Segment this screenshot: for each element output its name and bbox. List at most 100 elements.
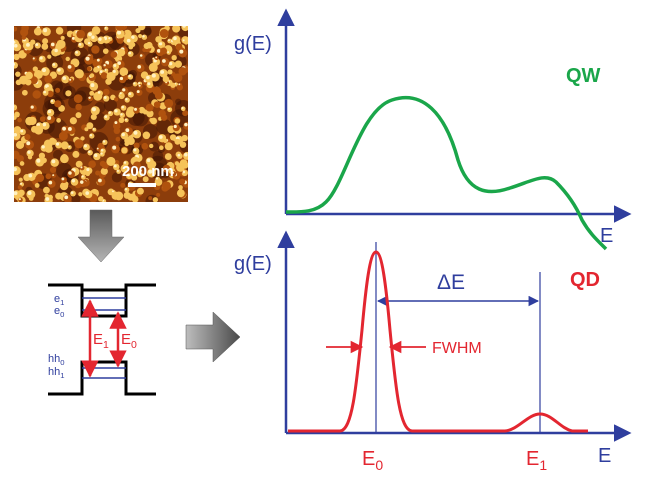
afm-dot-highlight	[111, 190, 114, 193]
afm-dot	[93, 66, 100, 73]
afm-dot	[65, 90, 72, 97]
afm-dot	[75, 112, 82, 119]
afm-dot-highlight	[123, 161, 127, 164]
afm-dot-highlight	[30, 105, 34, 109]
afm-dot	[114, 97, 119, 102]
afm-dot	[120, 182, 126, 188]
afm-dot-highlight	[133, 82, 136, 85]
afm-dot-highlight	[177, 153, 181, 157]
afm-dot	[178, 185, 183, 190]
afm-dot	[123, 29, 132, 39]
afm-dot-highlight	[92, 128, 95, 130]
afm-dot	[16, 155, 24, 163]
afm-dot-highlight	[179, 49, 184, 54]
afm-dot	[85, 171, 91, 177]
afm-dot-highlight	[131, 35, 135, 40]
afm-dot	[32, 66, 38, 72]
afm-dot	[88, 160, 96, 169]
afm-dot	[86, 66, 92, 72]
afm-dot-highlight	[70, 191, 74, 194]
afm-dot	[148, 196, 153, 201]
afm-dot	[153, 101, 161, 108]
delta-e-label: ΔE	[437, 271, 465, 294]
afm-dot-highlight	[160, 70, 165, 74]
afm-dot	[102, 88, 110, 96]
afm-dot	[91, 45, 100, 54]
afm-shadow	[103, 98, 117, 112]
afm-dot-highlight	[43, 28, 48, 33]
afm-dot	[47, 54, 52, 59]
afm-dot-highlight	[126, 173, 130, 177]
afm-dot-highlight	[173, 36, 177, 41]
afm-dot	[120, 164, 129, 173]
afm-dot	[138, 33, 143, 39]
afm-dot	[142, 176, 149, 183]
afm-dot-highlight	[168, 61, 173, 66]
afm-dot	[40, 157, 46, 164]
afm-dot-highlight	[54, 48, 58, 53]
afm-dot-highlight	[178, 83, 181, 86]
afm-dot	[160, 114, 168, 121]
afm-dot	[173, 73, 183, 83]
afm-dot	[160, 47, 168, 55]
scale-bar-label: 200 nm	[122, 163, 174, 180]
afm-dot	[159, 145, 164, 151]
afm-dot	[28, 116, 37, 126]
afm-dot-highlight	[14, 43, 18, 48]
afm-shadow	[132, 110, 149, 127]
afm-dot-highlight	[14, 105, 15, 108]
afm-dot	[152, 197, 159, 202]
afm-dot	[33, 69, 43, 79]
afm-dot	[55, 192, 63, 200]
afm-dot	[80, 136, 85, 141]
afm-dot-highlight	[67, 65, 72, 69]
afm-dot	[21, 35, 27, 40]
afm-dot-highlight	[97, 91, 101, 94]
afm-dot-highlight	[42, 68, 47, 73]
afm-dot-highlight	[181, 107, 184, 110]
afm-dot-highlight	[35, 43, 39, 47]
afm-dot-highlight	[108, 37, 111, 40]
afm-dot-highlight	[128, 51, 132, 55]
afm-dot-highlight	[47, 109, 52, 114]
afm-dot-highlight	[88, 96, 91, 100]
afm-dot-highlight	[91, 107, 96, 112]
afm-dot	[146, 110, 154, 118]
afm-dot	[55, 87, 61, 93]
afm-dot-highlight	[71, 36, 75, 40]
fwhm-label: FWHM	[432, 340, 482, 357]
afm-dot	[159, 29, 169, 38]
afm-dot-highlight	[138, 84, 141, 87]
afm-dot	[14, 111, 20, 118]
afm-dot	[176, 162, 185, 172]
afm-dot	[113, 127, 121, 135]
qw-x-label: E	[600, 225, 613, 247]
afm-dot	[25, 71, 33, 80]
afm-dot-highlight	[62, 126, 66, 131]
afm-dot-highlight	[114, 109, 118, 113]
afm-dot-highlight	[56, 142, 60, 146]
afm-dot-highlight	[88, 32, 93, 37]
afm-dot-highlight	[167, 107, 171, 110]
afm-dot	[106, 156, 116, 167]
afm-dot	[60, 35, 65, 41]
afm-dot-highlight	[64, 195, 69, 200]
afm-dot-highlight	[133, 130, 138, 135]
qd-curve	[288, 250, 588, 433]
afm-dot	[89, 73, 95, 78]
afm-dot-highlight	[125, 128, 130, 133]
afm-dot	[14, 104, 18, 111]
afm-dot-highlight	[134, 107, 137, 111]
afm-dot-highlight	[96, 58, 100, 62]
afm-dot	[58, 131, 68, 141]
afm-dot	[121, 147, 128, 154]
afm-dot-highlight	[119, 76, 124, 81]
afm-dot-highlight	[41, 145, 45, 149]
afm-dot-highlight	[28, 173, 33, 178]
afm-dot	[18, 177, 23, 182]
afm-dot-highlight	[96, 147, 99, 150]
afm-dot	[131, 174, 138, 181]
afm-dot	[145, 103, 154, 112]
afm-dot-highlight	[137, 65, 142, 69]
afm-dot	[14, 26, 18, 32]
